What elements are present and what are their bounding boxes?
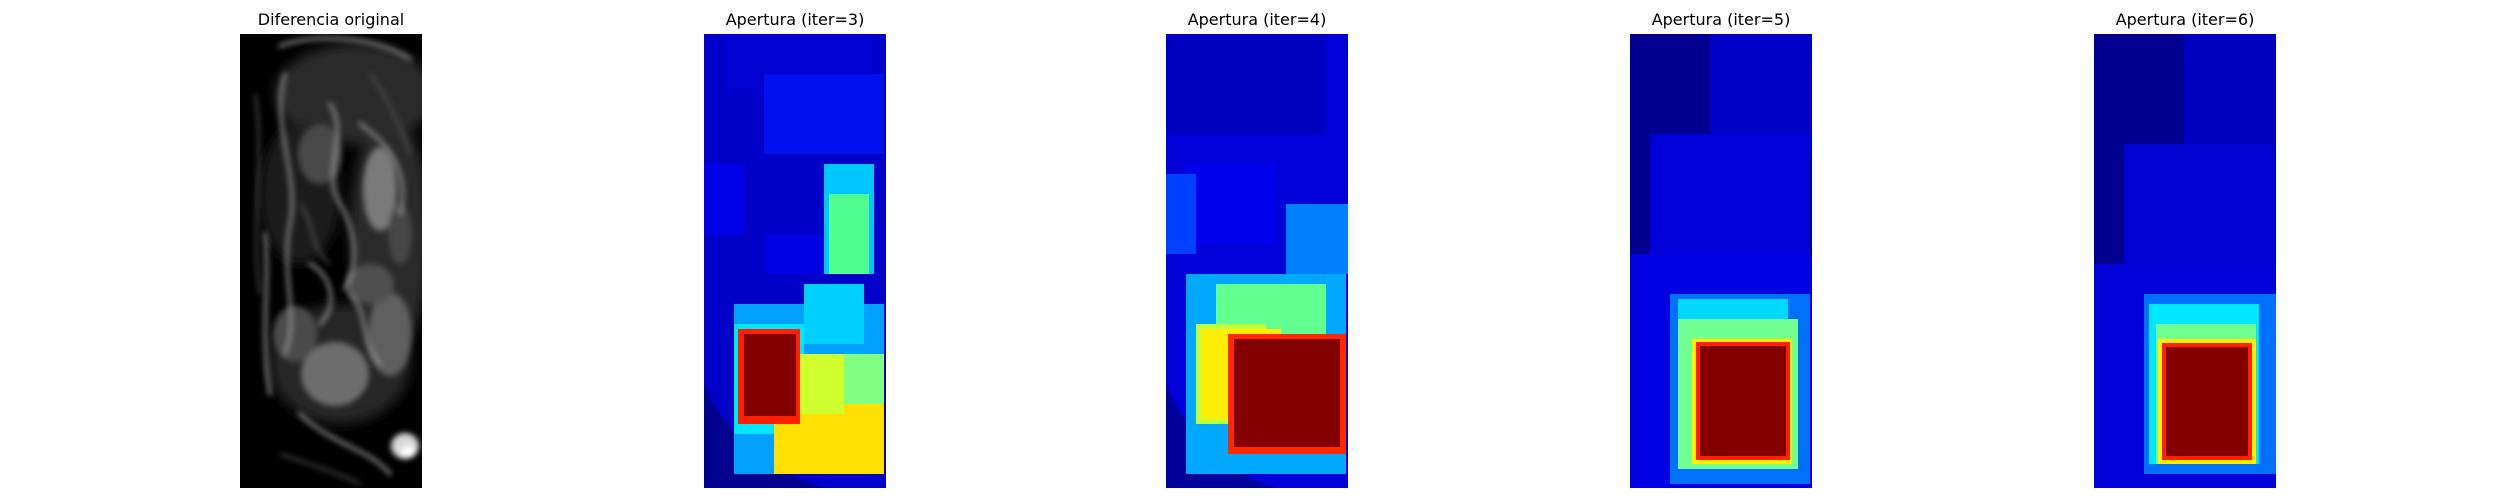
panel-title: Apertura (iter=3) xyxy=(725,10,865,29)
panel-title: Apertura (iter=5) xyxy=(1651,10,1791,29)
panel-original: Diferencia original xyxy=(240,0,422,500)
grayscale-difference-image xyxy=(240,34,422,488)
panel-title: Apertura (iter=4) xyxy=(1187,10,1327,29)
opening-iter-5-image xyxy=(1630,34,1812,488)
panel-iter-5: Apertura (iter=5) xyxy=(1630,0,1812,500)
panel-title: Apertura (iter=6) xyxy=(2115,10,2255,29)
panel-iter-3: Apertura (iter=3) xyxy=(704,0,886,500)
opening-iter-4-image xyxy=(1166,34,1348,488)
panel-iter-4: Apertura (iter=4) xyxy=(1166,0,1348,500)
opening-iter-6-image xyxy=(2094,34,2276,488)
panel-iter-6: Apertura (iter=6) xyxy=(2094,0,2276,500)
opening-iter-3-image xyxy=(704,34,886,488)
panel-title: Diferencia original xyxy=(257,10,405,29)
